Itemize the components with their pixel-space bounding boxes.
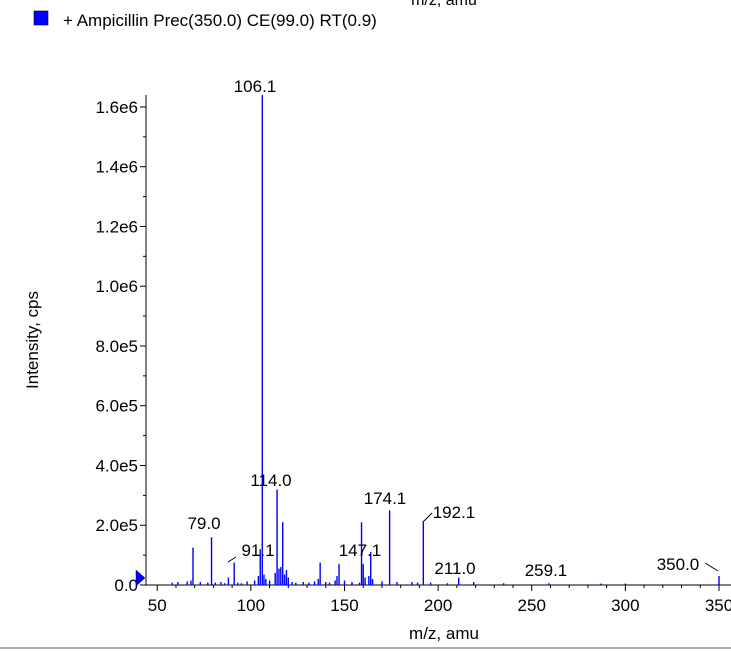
- x-tick-label: 200: [424, 596, 452, 615]
- x-tick-label: 250: [518, 596, 546, 615]
- peak-label-leader: [704, 562, 719, 572]
- x-tick-label: 50: [148, 596, 167, 615]
- y-tick-label: 1.6e6: [95, 98, 138, 117]
- y-tick-label: 1.0e6: [95, 277, 138, 296]
- clipped-axis-label: m/z, amu: [411, 0, 477, 9]
- peak-label-leader: [423, 512, 433, 522]
- peak-label: 106.1: [234, 77, 277, 96]
- x-tick-label: 100: [237, 596, 265, 615]
- y-tick-label: 0.0: [114, 576, 138, 595]
- legend-label: + Ampicillin Prec(350.0) CE(99.0) RT(0.9…: [63, 11, 377, 30]
- peak-label: 147.1: [339, 541, 382, 560]
- peak-label: 350.0: [657, 555, 700, 574]
- peak-label: 259.1: [525, 561, 568, 580]
- y-tick-label: 1.2e6: [95, 217, 138, 236]
- peak-label: 91.1: [241, 541, 274, 560]
- peak-label: 174.1: [364, 489, 407, 508]
- x-tick-label: 300: [611, 596, 639, 615]
- y-tick-label: 6.0e5: [95, 397, 138, 416]
- peak-label: 192.1: [433, 503, 476, 522]
- y-ticks: 0.0 2.0e5 4.0e5 6.0e5 8.0e5 1.0e6 1.2e6 1.4e6 1.…: [95, 98, 146, 595]
- x-tick-label: 350: [705, 596, 731, 615]
- peak-label: 211.0: [434, 559, 475, 578]
- peak-label-leader: [227, 556, 237, 563]
- peak-label: 79.0: [187, 514, 220, 533]
- spectrum-peaks: [171, 95, 720, 585]
- y-tick-label: 2.0e5: [95, 516, 138, 535]
- y-axis-title: Intensity, cps: [23, 291, 42, 389]
- baseline-marker-icon: [135, 569, 146, 587]
- x-axis-title: m/z, amu: [409, 624, 479, 643]
- x-tick-label: 150: [330, 596, 358, 615]
- peak-label: 114.0: [250, 471, 291, 490]
- y-tick-label: 8.0e5: [95, 337, 138, 356]
- x-ticks: 50 100 150 200 250 300 350: [148, 585, 731, 615]
- legend-swatch: [33, 10, 49, 26]
- peak-labels: 106.1 114.0 79.0 91.1 147.1 174.1 192.1 211.0 25…: [187, 77, 719, 580]
- y-tick-label: 1.4e6: [95, 158, 138, 177]
- y-tick-label: 4.0e5: [95, 456, 138, 475]
